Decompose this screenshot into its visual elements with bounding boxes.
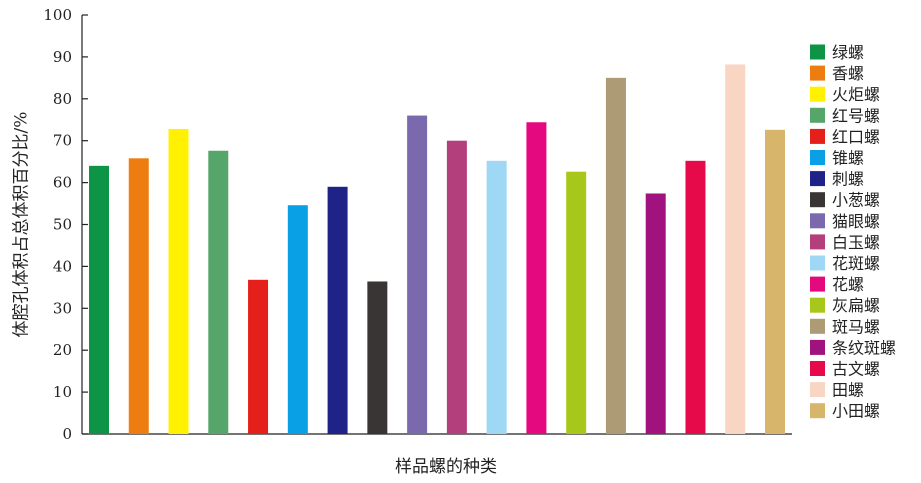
bar-14 (605, 77, 626, 434)
legend-swatch (810, 318, 825, 334)
legend-swatch (810, 171, 825, 187)
legend-label: 锥螺 (832, 149, 864, 168)
y-tick-label: 20 (53, 341, 72, 359)
y-tick-label: 100 (43, 6, 72, 24)
bar-13 (566, 171, 587, 434)
legend-swatch (810, 276, 825, 292)
y-tick-label: 30 (53, 299, 72, 317)
legend-label: 白玉螺 (832, 233, 880, 252)
legend-swatch (810, 192, 825, 208)
legend-label: 小田螺 (832, 402, 880, 421)
legend-label: 田螺 (832, 381, 864, 400)
bar-17 (725, 64, 746, 434)
legend-swatch (810, 382, 825, 398)
legend-swatch (810, 297, 825, 313)
y-tick-label: 90 (53, 48, 72, 66)
legend-label: 猫眼螺 (832, 212, 880, 231)
y-tick-label: 60 (53, 174, 72, 192)
legend: 绿螺香螺火炬螺红号螺红口螺锥螺刺螺小葱螺猫眼螺白玉螺花斑螺花螺灰扁螺斑马螺条纹斑… (810, 43, 896, 421)
legend-swatch (810, 86, 825, 102)
legend-swatch (810, 128, 825, 144)
legend-swatch (810, 44, 825, 60)
y-tick-label: 50 (53, 216, 72, 234)
legend-label: 小葱螺 (832, 191, 880, 210)
bar-1 (89, 165, 109, 434)
legend-swatch (810, 255, 825, 271)
bar-18 (765, 129, 785, 434)
bar-12 (526, 122, 547, 434)
bar-2 (128, 158, 149, 435)
y-tick-label: 10 (53, 383, 72, 401)
legend-label: 绿螺 (832, 43, 864, 62)
bars (89, 64, 785, 435)
legend-swatch (810, 361, 825, 376)
bar-10 (446, 140, 467, 434)
legend-label: 火炬螺 (832, 85, 880, 104)
legend-label: 红口螺 (832, 127, 880, 146)
bar-5 (248, 279, 269, 434)
y-tick-label: 40 (53, 257, 72, 275)
bar-8 (367, 281, 388, 434)
x-axis-title: 样品螺的种类 (395, 457, 497, 477)
legend-label: 古文螺 (832, 360, 880, 379)
bar-16 (685, 160, 706, 434)
legend-label: 红号螺 (832, 106, 880, 125)
legend-label: 花螺 (832, 275, 864, 294)
y-axis: 0 10 20 30 40 50 60 70 80 90 100 (43, 6, 88, 443)
y-axis-title: 体腔孔体积占总体积百分比/% (12, 112, 32, 338)
legend-label: 斑马螺 (832, 317, 880, 336)
bar-4 (208, 150, 229, 434)
legend-label: 灰扁螺 (832, 296, 880, 315)
y-tick-label: 0 (62, 425, 72, 443)
legend-swatch (810, 65, 825, 81)
legend-swatch (810, 107, 825, 123)
legend-label: 香螺 (832, 64, 864, 83)
legend-swatch (810, 234, 825, 250)
bar-6 (287, 205, 308, 434)
legend-label: 花斑螺 (832, 254, 880, 273)
y-tick-label: 80 (53, 90, 72, 108)
bar-3 (168, 128, 189, 434)
bar-9 (407, 115, 428, 434)
legend-swatch (810, 339, 825, 355)
legend-swatch (810, 213, 825, 229)
y-tick-label: 70 (53, 132, 72, 150)
legend-label: 刺螺 (832, 170, 864, 189)
legend-label: 条纹斑螺 (832, 338, 896, 357)
bar-11 (486, 160, 507, 434)
legend-swatch (810, 150, 825, 165)
bar-15 (645, 193, 666, 434)
legend-swatch (810, 403, 825, 419)
bar-7 (327, 186, 348, 434)
